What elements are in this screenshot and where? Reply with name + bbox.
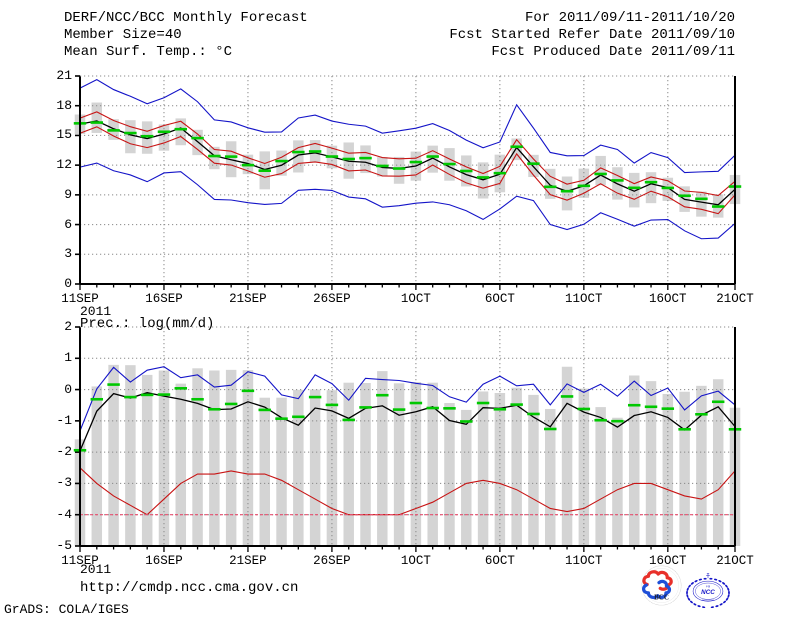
svg-text:NCC: NCC bbox=[701, 589, 715, 596]
svg-text:中国: 中国 bbox=[706, 584, 710, 588]
svg-text:BCC: BCC bbox=[654, 593, 669, 601]
